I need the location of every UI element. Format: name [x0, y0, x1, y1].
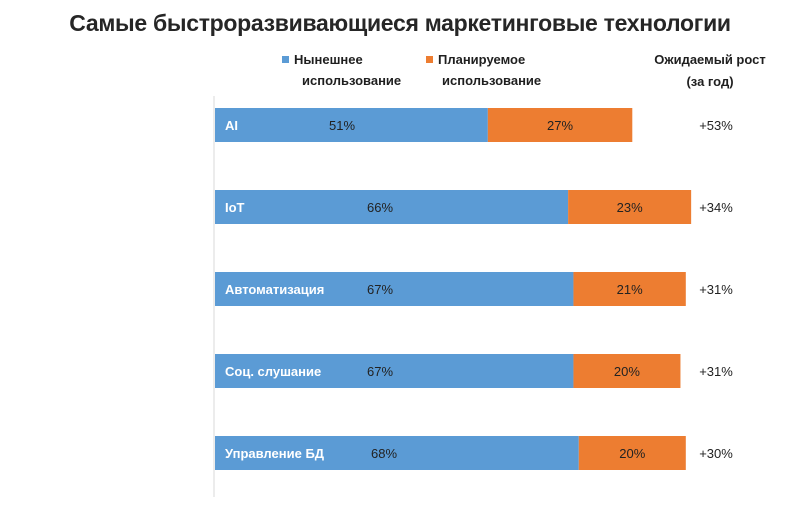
category-label-0: AI	[225, 118, 238, 133]
value-label-current-1: 66%	[367, 200, 393, 215]
growth-header-line-2: (за год)	[686, 74, 734, 89]
bar-planned-2	[573, 272, 686, 306]
value-label-planned-0: 27%	[547, 118, 573, 133]
legend-current: Нынешнее использование	[282, 49, 401, 91]
legend-current-swatch	[282, 56, 289, 63]
category-label-4: Управление БД	[225, 446, 325, 461]
value-label-current-2: 67%	[367, 282, 393, 297]
bar-current-4	[215, 436, 579, 470]
bar-planned-4	[578, 436, 686, 470]
category-label-1: IoT	[225, 200, 245, 215]
bar-planned-3	[573, 354, 681, 388]
growth-header-line-1: Ожидаемый рост	[654, 52, 766, 67]
growth-value-4: +30%	[699, 446, 733, 461]
value-label-planned-1: 23%	[617, 200, 643, 215]
value-label-planned-2: 21%	[617, 282, 643, 297]
legend-planned-swatch	[426, 56, 433, 63]
category-label-3: Соц. слушание	[225, 364, 321, 379]
category-label-2: Автоматизация	[225, 282, 324, 297]
legend-planned-line-2: использование	[442, 73, 542, 88]
legend-current-line-2: использование	[302, 73, 402, 88]
bar-planned-1	[568, 190, 692, 224]
legend-planned-line-1: Планируемое	[438, 52, 526, 67]
bar-planned-0	[487, 108, 633, 142]
growth-value-0: +53%	[699, 118, 733, 133]
value-label-planned-4: 20%	[619, 446, 645, 461]
growth-value-2: +31%	[699, 282, 733, 297]
growth-value-3: +31%	[699, 364, 733, 379]
value-label-current-3: 67%	[367, 364, 393, 379]
chart-title: Самые быстроразвивающиеся маркетинговые …	[69, 10, 731, 36]
bar-current-2	[215, 272, 574, 306]
bar-current-0	[215, 108, 488, 142]
legend-planned: Планируемое использование	[426, 49, 541, 91]
value-label-planned-3: 20%	[614, 364, 640, 379]
value-label-current-0: 51%	[329, 118, 355, 133]
bar-current-3	[215, 354, 574, 388]
bar-current-1	[215, 190, 569, 224]
growth-value-1: +34%	[699, 200, 733, 215]
value-label-current-4: 68%	[371, 446, 397, 461]
legend-current-line-1: Нынешнее	[294, 52, 363, 67]
growth-header: Ожидаемый рост (за год)	[640, 49, 780, 93]
